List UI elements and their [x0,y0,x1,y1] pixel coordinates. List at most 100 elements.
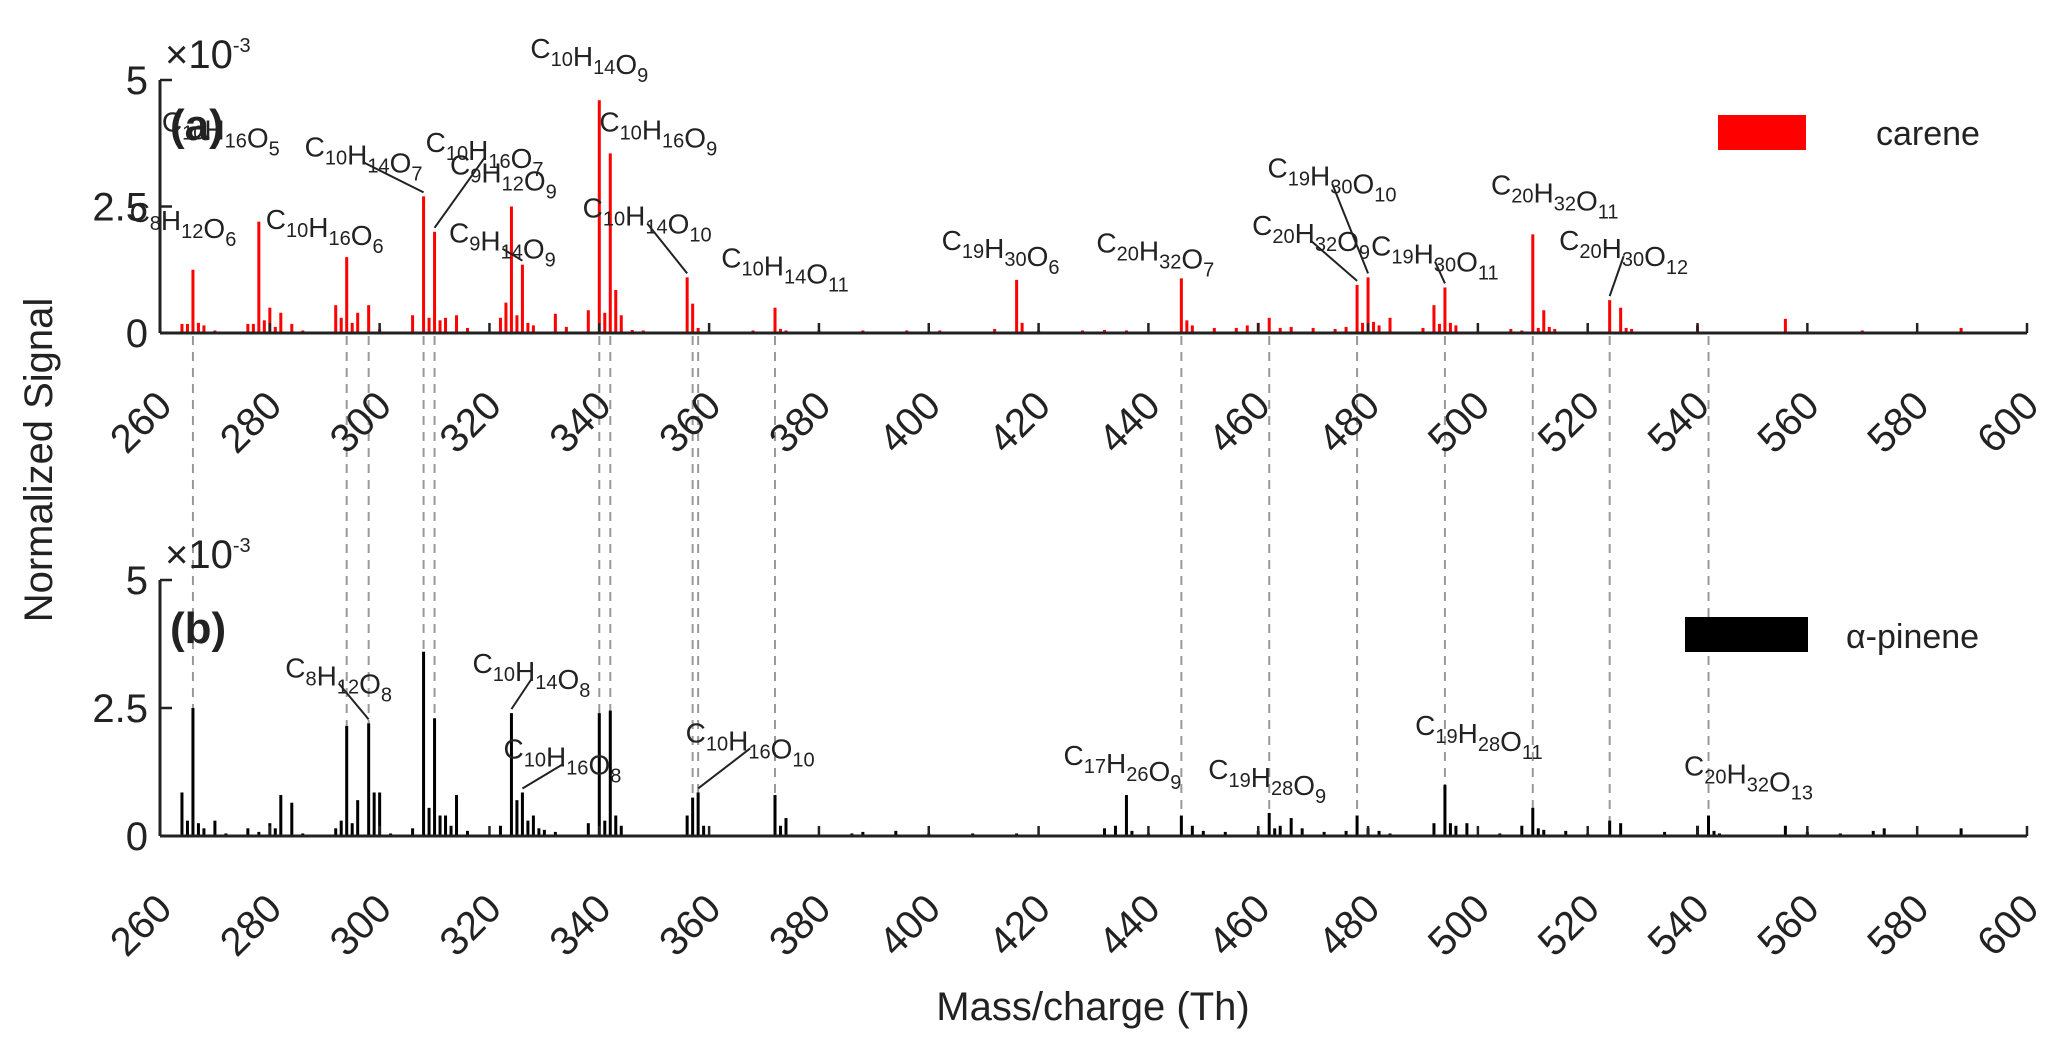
spectrum-bar [449,825,453,836]
spectrum-bar [1102,329,1106,333]
bars-carene [180,100,1963,334]
spectrum-bar [202,828,206,836]
peak-annotation: C10H14O9 [530,33,648,87]
x-tick-label: 540 [1640,886,1718,964]
peak-annotation: C9H12O9 [450,150,557,204]
spectrum-bar [685,277,689,333]
spectrum-bar [773,307,777,333]
spectrum-bar [773,795,777,836]
x-tick-label: 260 [102,383,180,461]
x-tick-label: 560 [1749,383,1827,461]
x-tick-label: 260 [102,886,180,964]
spectrum-bar [861,831,865,836]
spectrum-bar [520,792,524,836]
spectrum-bar [1372,321,1376,333]
spectrum-bar [702,825,706,836]
spectrum-bar [1333,328,1337,333]
spectrum-bar [1443,287,1447,333]
legend-label-alpha-pinene: α-pinene [1846,618,1979,656]
spectrum-bar [685,815,689,836]
spectrum-bar [1377,325,1381,333]
spectrum-bar [1536,327,1540,333]
spectrum-bar [246,323,250,333]
spectrum-bar [1245,325,1249,333]
spectrum-bar [993,328,997,333]
spectrum-bar [356,312,360,333]
spectrum-bar [1185,320,1189,333]
spectrum-bar [1289,326,1293,333]
spectrum-bar [1020,322,1024,333]
spectrum-bar [422,651,426,836]
y-multiplier-a: ×10-3 [165,33,251,77]
spectrum-bar [564,326,568,333]
spectrum-bar [455,795,459,836]
annotation-leader [337,682,370,721]
spectrum-bar [784,818,788,836]
spectrum-bar [213,820,217,836]
x-tick-label: 280 [212,383,290,461]
spectrum-bar [1267,812,1271,836]
spectrum-bar [196,823,200,836]
spectrum-bar [1289,818,1293,836]
spectrum-bar [515,315,519,333]
spectrum-bar [1201,830,1205,836]
legend-swatch-alpha-pinene [1685,617,1808,652]
peak-annotation: C19H30O10 [1268,152,1397,206]
spectrum-bar [257,221,261,333]
spectrum-bar [367,305,371,333]
spectrum-bar [202,325,206,333]
spectrum-bar [1959,327,1963,333]
spectrum-bar [350,322,354,333]
peak-annotation: C20H32O7 [1096,227,1214,281]
spectrum-bar [1712,830,1716,836]
spectrum-bar [515,800,519,836]
x-tick-label: 580 [1859,886,1937,964]
x-tick-label: 520 [1530,383,1608,461]
spectrum-bar [1624,327,1628,333]
y-tick-label: 0 [126,312,148,356]
annotation-leader [501,247,523,262]
spectrum-bar [262,320,266,333]
annotation-leader [510,678,533,710]
spectrum-bar [1465,823,1469,836]
x-tick-label: 500 [1420,383,1498,461]
bars-alpha-pinene [180,651,1963,836]
x-tick-label: 500 [1420,886,1498,964]
spectrum-bar [509,713,513,836]
annotation-leader [521,763,563,790]
spectrum-bar [1547,326,1551,333]
peak-annotation: C20H32O11 [1491,169,1619,223]
spectrum-bar [1355,815,1359,836]
peak-annotation: C10H16O9 [599,106,717,160]
spectrum-bar [1443,784,1447,836]
spectrum-bar [1190,825,1194,836]
spectrum-bar [1124,795,1128,836]
spectrum-bar [1437,323,1441,333]
spectrum-bar [614,289,618,333]
spectrum-bar [1448,322,1452,333]
x-tick-label: 600 [1969,886,2047,964]
y-tick-label: 0 [126,815,148,859]
spectrum-bar [1388,317,1392,333]
x-tick-label: 580 [1859,383,1937,461]
spectrum-bar [185,820,189,836]
spectrum-bar [1783,825,1787,836]
spectrum-bar [334,828,338,836]
spectrum-bar [1344,830,1348,836]
spectrum-bar [608,710,612,836]
spectrum-bar [1783,318,1787,333]
spectrum-bar [537,828,541,836]
spectrum-bar [586,823,590,836]
spectrum-bar [1361,322,1365,333]
x-tick-label: 440 [1090,886,1168,964]
spectrum-bar [372,792,376,836]
peak-annotation: C20H32O9 [1252,210,1370,264]
spectrum-bar [411,828,415,836]
spectrum-bar [1448,823,1452,836]
spectrum-bar [257,831,261,836]
spectrum-bar [526,322,530,333]
spectrum-bar [1344,326,1348,333]
spectrum-bar [273,326,277,333]
spectrum-bar [1015,279,1019,333]
